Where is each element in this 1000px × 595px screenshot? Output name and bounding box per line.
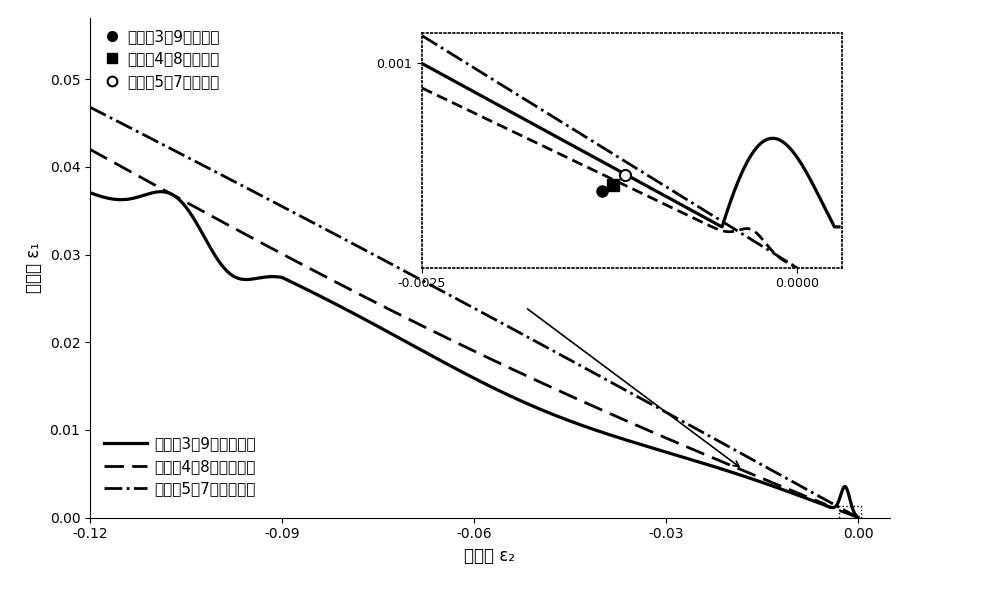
- X-axis label: 次应变 ε₂: 次应变 ε₂: [464, 547, 516, 565]
- 积分点5和7的应变路径: [682, 421, 694, 428]
- Line: 积分点4和8的应变路径: 积分点4和8的应变路径: [90, 149, 858, 518]
- 积分点4和8的应变路径: [272, 248, 284, 255]
- Bar: [839, 506, 861, 518]
- 积分点5和7的应变路径: [272, 201, 284, 208]
- 积分点5和7的应变路径: [852, 514, 864, 521]
- 积分点3和9的应变路径: [155, 188, 167, 195]
- 积分点4和8的应变路径: [300, 263, 312, 270]
- 积分点3和9的应变路径: [852, 513, 864, 521]
- Legend: 积分点3和9的应变路径, 积分点4和8的应变路径, 积分点5和7的应变路径: 积分点3和9的应变路径, 积分点4和8的应变路径, 积分点5和7的应变路径: [98, 430, 262, 503]
- Y-axis label: 主应变 ε₁: 主应变 ε₁: [25, 242, 43, 293]
- 积分点3和9的应变路径: [618, 436, 630, 443]
- 积分点4和8的应变路径: [327, 277, 339, 284]
- Line: 积分点5和7的应变路径: 积分点5和7的应变路径: [90, 107, 858, 518]
- 积分点3和9的应变路径: [84, 189, 96, 196]
- 积分点3和9的应变路径: [250, 275, 262, 282]
- 积分点3和9的应变路径: [817, 501, 829, 508]
- 积分点4和8的应变路径: [588, 403, 600, 410]
- 积分点5和7的应变路径: [300, 215, 312, 223]
- 积分点4和8的应变路径: [682, 444, 694, 451]
- 积分点5和7的应变路径: [327, 230, 339, 237]
- 积分点3和9的应变路径: [275, 274, 287, 281]
- Line: 积分点3和9的应变路径: 积分点3和9的应变路径: [90, 192, 858, 517]
- 积分点3和9的应变路径: [730, 470, 742, 477]
- 积分点4和8的应变路径: [84, 146, 96, 153]
- 积分点4和8的应变路径: [776, 483, 788, 490]
- 积分点4和8的应变路径: [852, 514, 864, 521]
- 积分点5和7的应变路径: [776, 472, 788, 480]
- 积分点5和7的应变路径: [84, 104, 96, 111]
- 积分点5和7的应变路径: [588, 369, 600, 377]
- 积分点3和9的应变路径: [305, 288, 317, 295]
